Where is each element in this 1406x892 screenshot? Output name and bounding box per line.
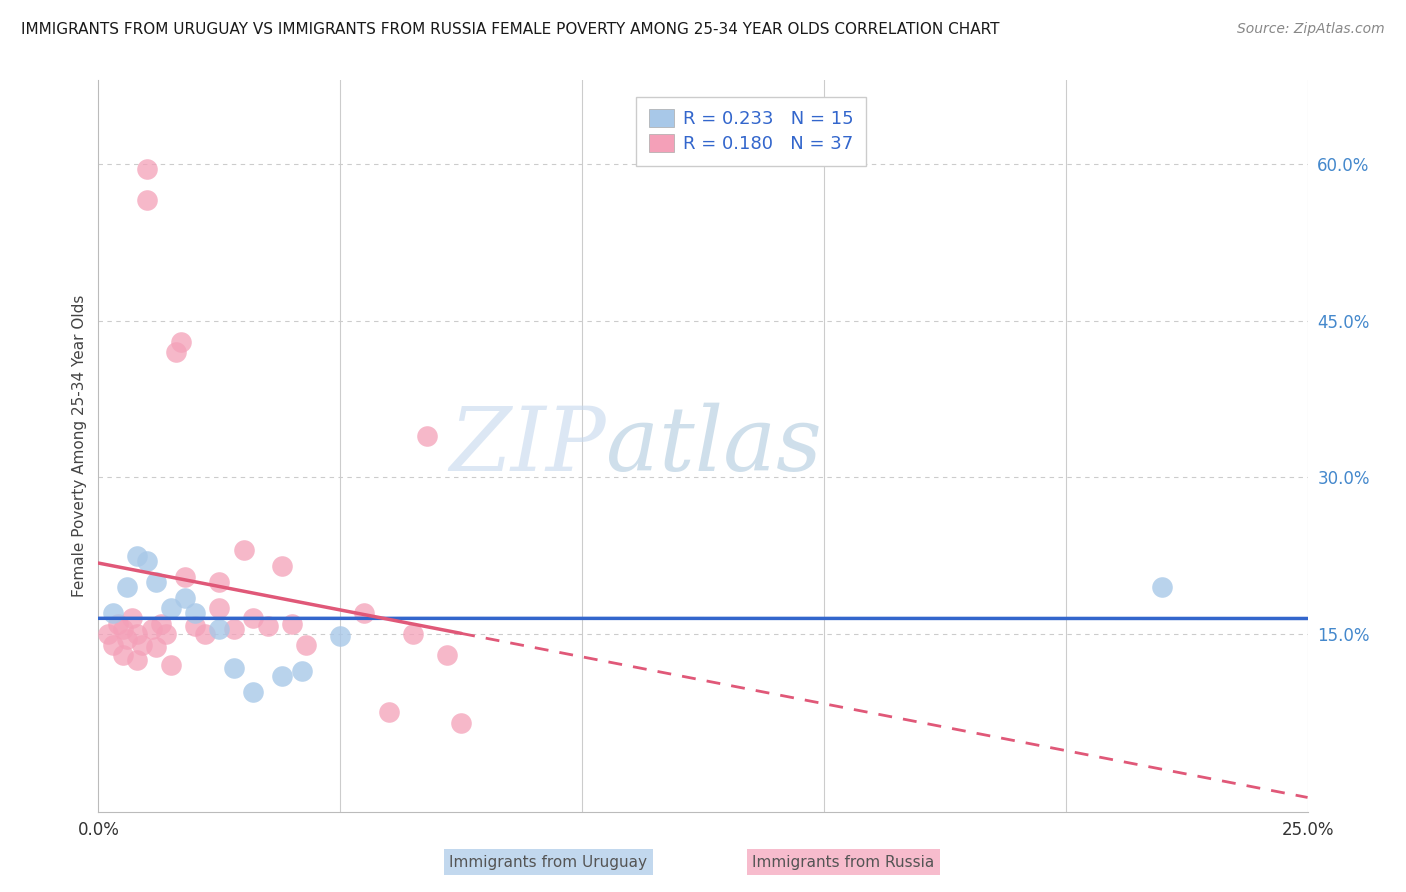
Point (242, 684, 264, 698)
Point (208, 574, 231, 589)
Point (232, 543, 254, 558)
Point (127, 549, 149, 563)
Point (111, 648, 134, 662)
Text: Source: ZipAtlas.com: Source: ZipAtlas.com (1237, 22, 1385, 37)
Point (271, 669, 294, 683)
Point (222, 622, 245, 636)
Text: atlas: atlas (606, 402, 823, 490)
Point (222, 660, 245, 674)
Point (145, 574, 167, 589)
Text: Immigrants from Uruguay: Immigrants from Uruguay (450, 855, 647, 870)
Text: IMMIGRANTS FROM URUGUAY VS IMMIGRANTS FROM RUSSIA FEMALE POVERTY AMONG 25-34 YEA: IMMIGRANTS FROM URUGUAY VS IMMIGRANTS FR… (21, 22, 1000, 37)
Point (402, 627, 425, 641)
Point (256, 618, 278, 632)
Point (184, 618, 207, 632)
Point (155, 627, 177, 641)
Text: ZIP: ZIP (450, 402, 606, 490)
Legend: R = 0.233   N = 15, R = 0.180   N = 37: R = 0.233 N = 15, R = 0.180 N = 37 (637, 96, 866, 166)
Point (242, 611, 264, 625)
Point (295, 638, 318, 652)
Point (208, 601, 231, 615)
Point (416, 428, 439, 442)
Point (101, 606, 124, 620)
Point (141, 622, 163, 636)
Point (160, 658, 183, 673)
Point (135, 554, 157, 568)
Point (150, 616, 173, 631)
Point (101, 638, 124, 652)
Point (271, 559, 294, 574)
Point (184, 606, 207, 620)
Point (290, 664, 312, 678)
Point (111, 622, 134, 636)
Point (174, 569, 197, 583)
Point (127, 653, 149, 667)
Point (97, 627, 120, 641)
Point (135, 194, 157, 208)
Point (121, 611, 143, 625)
Y-axis label: Female Poverty Among 25-34 Year Olds: Female Poverty Among 25-34 Year Olds (72, 295, 87, 597)
Point (165, 345, 187, 359)
Point (450, 715, 472, 730)
Point (131, 638, 153, 652)
Point (194, 627, 217, 641)
Point (1152, 580, 1174, 594)
Point (127, 627, 149, 641)
Point (117, 580, 139, 594)
Point (329, 629, 352, 643)
Point (208, 622, 231, 636)
Point (281, 616, 304, 631)
Point (353, 606, 375, 620)
Point (107, 616, 129, 631)
Point (377, 706, 399, 720)
Point (145, 640, 167, 654)
Point (135, 162, 157, 177)
Text: Immigrants from Russia: Immigrants from Russia (752, 855, 935, 870)
Point (436, 648, 458, 662)
Point (174, 591, 197, 605)
Point (160, 601, 183, 615)
Point (117, 632, 139, 647)
Point (169, 334, 191, 349)
